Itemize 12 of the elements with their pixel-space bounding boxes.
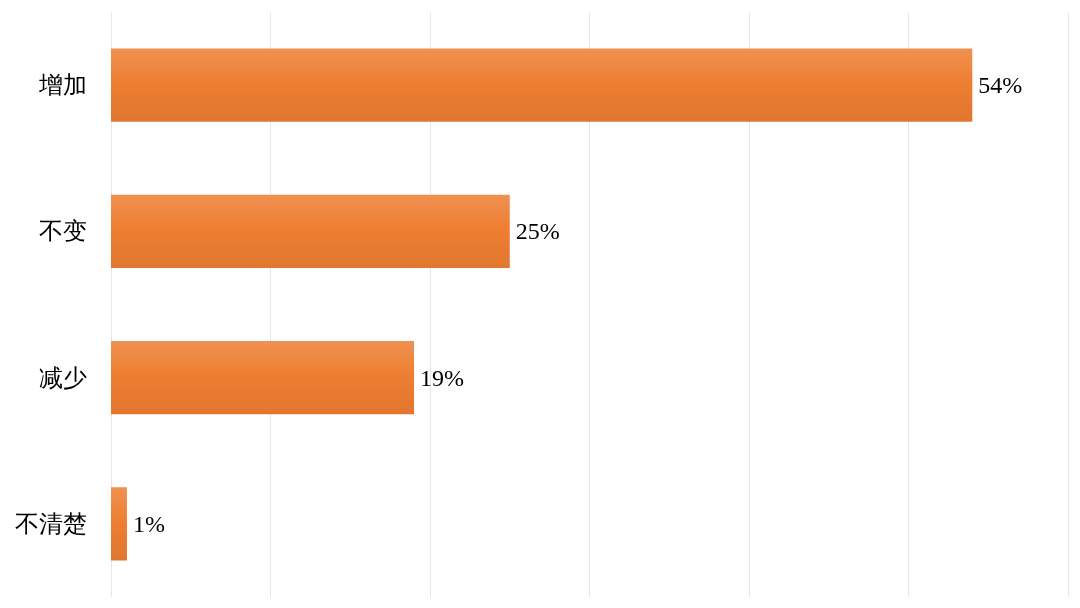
y-tick-label: 增加 (38, 72, 87, 99)
data-label: 25% (515, 218, 560, 245)
y-tick-label: 减少 (39, 364, 87, 391)
data-label: 19% (420, 364, 465, 391)
data-label: 54% (978, 72, 1023, 99)
y-tick-label: 不变 (39, 218, 87, 245)
bar (111, 487, 127, 561)
y-tick-label: 不清楚 (15, 510, 87, 537)
bar (111, 194, 510, 268)
bar (111, 341, 415, 415)
bar (111, 48, 973, 122)
data-label: 1% (132, 510, 165, 537)
